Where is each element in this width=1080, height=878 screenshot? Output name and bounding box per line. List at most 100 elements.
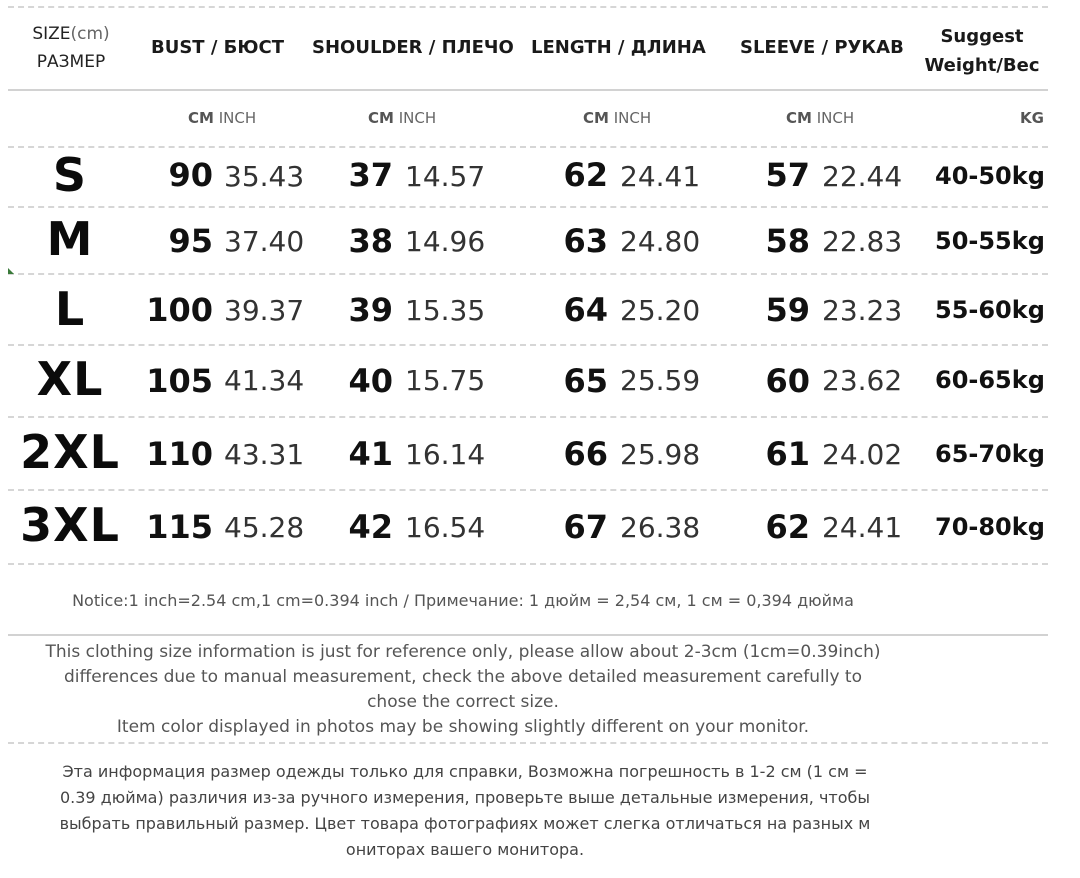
sleeve-inch: 24.41 [822, 511, 903, 544]
sleeve-inch: 22.44 [822, 160, 903, 193]
bust-inch: 35.43 [224, 160, 305, 193]
divider-notice [8, 634, 1048, 636]
shoulder-cm: 42 [348, 508, 393, 546]
disclaimer-line: differences due to manual measurement, c… [63, 667, 862, 687]
divider-disclaimer [8, 742, 1048, 744]
unit-length: CM INCH [583, 109, 651, 127]
sleeve-inch: 23.62 [822, 364, 903, 397]
sleeve-inch: 24.02 [822, 438, 903, 471]
shoulder-inch: 15.35 [405, 294, 486, 327]
disclaimer-english: This clothing size information is just f… [0, 640, 926, 740]
disclaimer-line: Эта информация размер одежды только для … [62, 762, 868, 781]
size-title-line2: РАЗМЕР [36, 52, 106, 72]
unit-sleeve: CM INCH [786, 109, 854, 127]
weight-range: 55-60kg [935, 296, 1045, 324]
bust-cm: 105 [146, 362, 213, 400]
divider-row [8, 273, 1048, 275]
unit-bust: CM INCH [188, 109, 256, 127]
weight-range: 50-55kg [935, 227, 1045, 255]
shoulder-cm: 40 [348, 362, 393, 400]
sleeve-inch: 22.83 [822, 225, 903, 258]
sleeve-cm: 57 [765, 156, 810, 194]
bust-cm: 100 [146, 291, 213, 329]
weight-column-title: Suggest Weight/Bec [922, 22, 1042, 80]
size-title-line1: SIZE [32, 24, 71, 44]
unit-cm-label: CM [786, 109, 812, 127]
size-label: M [46, 212, 94, 266]
sleeve-cm: 61 [765, 435, 810, 473]
sleeve-cm: 62 [765, 508, 810, 546]
length-cm: 64 [563, 291, 608, 329]
divider-row [8, 344, 1048, 346]
shoulder-cm: 39 [348, 291, 393, 329]
divider-row [8, 489, 1048, 491]
size-label: XL [36, 352, 104, 406]
bust-inch: 45.28 [224, 511, 305, 544]
size-title-unit: (cm) [70, 24, 110, 44]
size-label: L [54, 282, 86, 336]
unit-inch-label: INCH [613, 109, 652, 127]
divider-row [8, 146, 1048, 148]
length-cm: 65 [563, 362, 608, 400]
weight-range: 65-70kg [935, 440, 1045, 468]
disclaimer-russian: Эта информация размер одежды только для … [10, 759, 920, 863]
unit-shoulder: CM INCH [368, 109, 436, 127]
divider-header [8, 89, 1048, 91]
shoulder-inch: 14.57 [405, 160, 486, 193]
shoulder-inch: 16.14 [405, 438, 486, 471]
weight-title-line1: Suggest [940, 26, 1024, 47]
divider-row [8, 206, 1048, 208]
unit-kg-label: KG [1020, 109, 1044, 127]
length-inch: 25.59 [620, 364, 701, 397]
sleeve-cm: 58 [765, 222, 810, 260]
shoulder-cm: 41 [348, 435, 393, 473]
length-inch: 25.98 [620, 438, 701, 471]
column-title-length: LENGTH / ДЛИНА [531, 37, 706, 58]
disclaimer-line: 0.39 дюйма) различия из-за ручного измер… [59, 788, 871, 807]
weight-range: 70-80kg [935, 513, 1045, 541]
length-inch: 24.41 [620, 160, 701, 193]
size-label: 2XL [20, 425, 120, 479]
shoulder-inch: 14.96 [405, 225, 486, 258]
sleeve-cm: 60 [765, 362, 810, 400]
unit-inch-label: INCH [218, 109, 257, 127]
shoulder-inch: 16.54 [405, 511, 486, 544]
bust-inch: 37.40 [224, 225, 305, 258]
length-inch: 25.20 [620, 294, 701, 327]
bust-inch: 43.31 [224, 438, 305, 471]
unit-cm-label: CM [368, 109, 394, 127]
shoulder-cm: 38 [348, 222, 393, 260]
size-column-title: SIZE(cm) РАЗМЕР [16, 20, 126, 76]
size-label: 3XL [20, 498, 120, 552]
disclaimer-line: ониторах вашего монитора. [345, 840, 585, 859]
disclaimer-line: Item color displayed in photos may be sh… [116, 717, 810, 737]
divider-row [8, 563, 1048, 565]
bust-cm: 90 [168, 156, 213, 194]
disclaimer-line: выбрать правильный размер. Цвет товара ф… [59, 814, 871, 833]
disclaimer-line: This clothing size information is just f… [45, 642, 881, 662]
column-title-shoulder: SHOULDER / ПЛЕЧО [312, 37, 514, 58]
corner-mark [8, 268, 14, 274]
unit-kg: KG [1020, 109, 1044, 127]
weight-title-line2: Weight/Bec [924, 55, 1040, 76]
weight-range: 60-65kg [935, 366, 1045, 394]
conversion-notice: Notice:1 inch=2.54 cm,1 cm=0.394 inch / … [72, 591, 854, 610]
sleeve-cm: 59 [765, 291, 810, 329]
disclaimer-line: chose the correct size. [367, 692, 559, 712]
unit-cm-label: CM [583, 109, 609, 127]
unit-inch-label: INCH [816, 109, 855, 127]
divider-row [8, 416, 1048, 418]
divider-top [8, 6, 1048, 8]
unit-cm-label: CM [188, 109, 214, 127]
bust-cm: 95 [168, 222, 213, 260]
shoulder-inch: 15.75 [405, 364, 486, 397]
bust-cm: 110 [146, 435, 213, 473]
length-inch: 26.38 [620, 511, 701, 544]
bust-inch: 41.34 [224, 364, 305, 397]
sleeve-inch: 23.23 [822, 294, 903, 327]
column-title-bust: BUST / БЮСТ [151, 37, 285, 58]
length-inch: 24.80 [620, 225, 701, 258]
weight-range: 40-50kg [935, 162, 1045, 190]
length-cm: 66 [563, 435, 608, 473]
bust-cm: 115 [146, 508, 213, 546]
